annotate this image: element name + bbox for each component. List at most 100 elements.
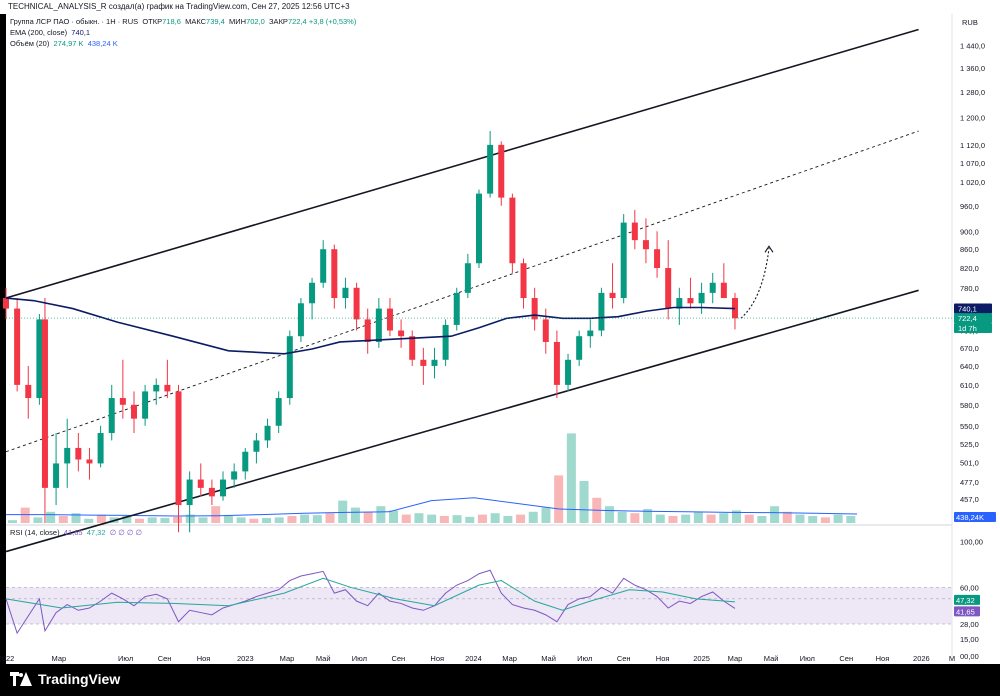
price-tick-label: 525,0 [960,440,979,449]
channel-middle-line [5,130,919,453]
time-axis-label: Мар [502,654,517,663]
legend-symbol-row: Группа ЛСР ПАО · обыкн. · 1Н · RUS ОТКР 7… [10,17,356,26]
candle-body [698,292,705,304]
price-axis-marker-label: 722,4 [958,314,977,323]
candle-body [53,463,60,488]
rsi-line [5,569,736,635]
candle-body [409,336,416,360]
volume-bar [643,509,653,523]
candle-body [720,282,727,299]
price-tick-label: 457,0 [960,495,979,504]
time-axis-label: Ноя [430,654,444,663]
volume-bar [300,514,310,523]
volume-bar [376,506,386,523]
candle-body [342,287,349,299]
price-axis-marker [954,313,992,324]
candle-body [36,319,43,399]
candle-body [442,324,449,360]
volume-bar [122,516,132,523]
volume-bar [808,516,818,523]
price-tick-label: 610,0 [960,381,979,390]
candle-body [375,308,382,342]
candle-body [242,451,249,472]
volume-bar [655,514,665,523]
candle-body [320,249,327,283]
candle-body [498,144,505,198]
rsi-tick-label: 100,00 [960,538,983,547]
volume-bar [223,516,233,523]
candle-body [453,292,460,325]
legend-ema-row[interactable]: EMA (200, close) 740,1 [10,28,90,37]
chart-canvas[interactable]: 1 440,0 1 360,0 1 280,0 1 200,0 1 120,0 1 070… [0,0,1000,664]
legend-rsi-row[interactable]: RSI (14, close) 41,65 47,32 ∅ ∅ ∅ ∅ [10,528,142,537]
volume-bar [287,516,297,523]
volume-bar [795,514,805,523]
candle-body [97,433,104,464]
legend-rsi-label: RSI (14, close) [10,528,60,537]
tradingview-logo[interactable]: TradingView [10,671,120,687]
time-axis-label: Мар [728,654,743,663]
legend-symbol[interactable]: Группа ЛСР ПАО · обыкн. · 1Н · RUS [10,17,139,26]
volume-bar [554,475,564,523]
volume-bar [185,514,195,523]
volume-bar [96,514,106,523]
volume-bar [681,514,691,523]
volume-bar [363,511,373,523]
candle-body [676,298,683,309]
volume-bar [160,517,170,523]
time-axis-label: Ноя [876,654,890,663]
candle-body [553,341,560,385]
volume-bar [617,511,627,523]
candle-body [709,282,716,293]
volume-bar [84,518,94,523]
time-axis-label: Май [541,654,556,663]
candle-body [542,319,549,342]
price-axis-marker-label: 740,1 [958,305,977,314]
price-tick-label: 900,0 [960,227,979,236]
candle-body [64,447,71,464]
price-tick-label: 820,0 [960,264,979,273]
volume-bar [630,513,640,523]
time-axis-label: 2023 [237,654,254,663]
candle-body [119,398,126,405]
tradingview-logo-icon [10,672,32,686]
price-tick-label: 780,0 [960,284,979,293]
price-tick-label: 960,0 [960,202,979,211]
volume-bar [477,514,487,523]
candle-body [142,391,149,419]
legend-volume-label: Объём (20) [10,39,50,48]
volume-bar [135,518,145,523]
price-tick-label: 580,0 [960,401,979,410]
channel-upper-line [5,28,919,299]
legend-high: 739,4 [206,17,225,26]
time-axis-label: 2026 [913,654,930,663]
rsi-tick-label: 15,00 [960,635,979,644]
candle-body [153,384,160,392]
time-axis-label: Мар [52,654,67,663]
price-tick-label: 1 360,0 [960,64,985,73]
legend-open-label: ОТКР [142,17,163,26]
legend-change: +3,8 (+0,53%) [308,17,357,26]
time-axis-label: Май [764,654,779,663]
volume-bar [20,507,30,523]
candle-body [130,404,137,419]
time-axis-label: 2024 [465,654,482,663]
volume-bar [693,511,703,523]
candle-body [620,222,627,299]
volume-bar [427,514,437,523]
volume-bar [719,513,729,523]
volume-bar [8,520,17,523]
candle-body [309,282,316,304]
volume-bar [528,511,538,523]
legend-volume-row[interactable]: Объём (20) 274,97 K 438,24 K [10,39,118,48]
rsi-tick-label: 00,00 [960,652,979,661]
volume-bar [833,514,843,523]
candle-body [420,359,427,366]
candle-body [431,359,438,366]
time-axis-label: Мар [280,654,295,663]
volume-bar [198,517,208,523]
volume-axis-marker-label: 438,24K [956,513,984,522]
volume-bar [439,516,449,523]
candle-body [642,240,649,250]
candle-body [353,287,360,320]
